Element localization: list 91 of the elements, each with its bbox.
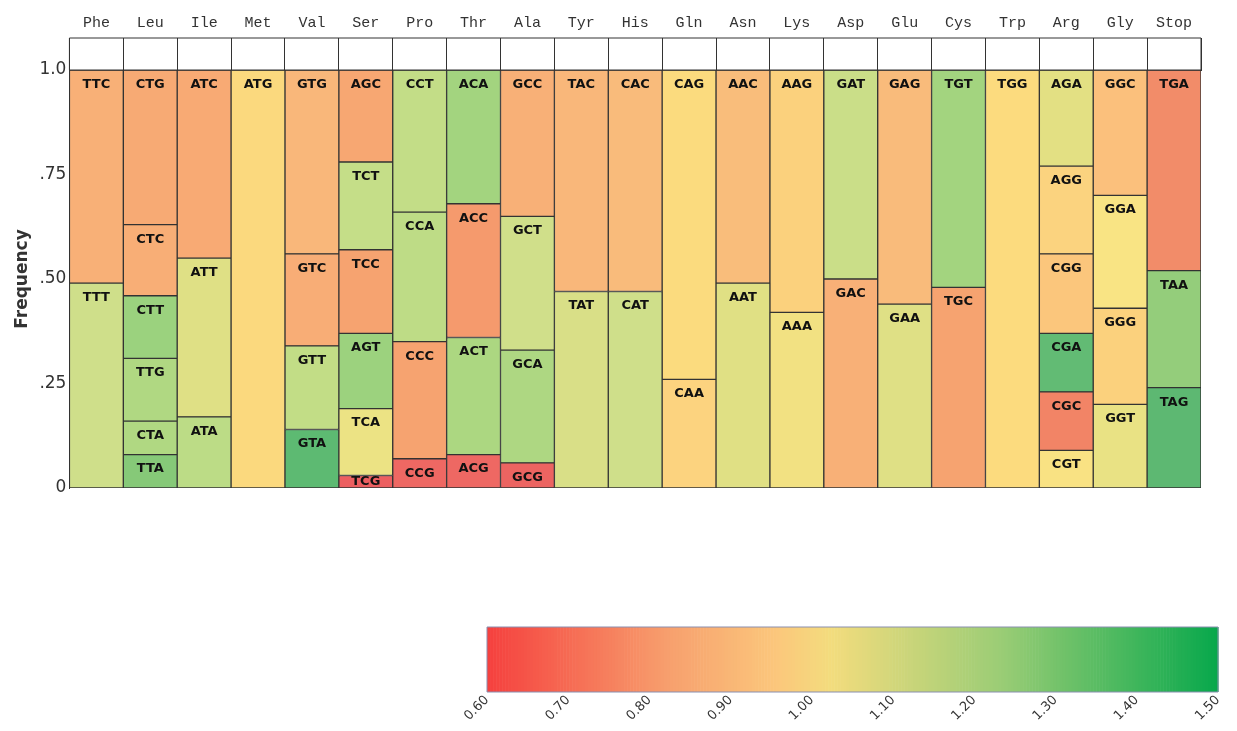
x-tick-label: His	[621, 14, 649, 32]
y-tick-label: 1.0	[39, 58, 67, 79]
data-label: TCT	[352, 167, 380, 183]
data-label: AGA	[1050, 75, 1082, 91]
data-label: TAT	[568, 297, 595, 313]
data-label: ACA	[458, 75, 489, 91]
data-label: TTA	[136, 460, 164, 476]
x-tick-label: Phe	[82, 14, 110, 32]
data-label: CTA	[136, 426, 164, 442]
data-label: GTA	[297, 435, 327, 451]
x-tick-label: Asn	[729, 14, 757, 32]
data-label: GCC	[512, 75, 543, 91]
y-tick-label: .75	[39, 162, 67, 183]
x-tick-label: Tyr	[567, 14, 595, 32]
x-tick-label: Stop	[1156, 14, 1193, 32]
y-tick-label: 0	[55, 476, 67, 497]
data-label: CGT	[1051, 456, 1081, 472]
data-label: AGG	[1050, 172, 1082, 188]
data-label: GGA	[1104, 201, 1136, 217]
data-label: TGA	[1159, 75, 1189, 91]
x-tick-label: Arg	[1052, 14, 1080, 32]
data-label: CTT	[136, 301, 165, 317]
data-label: CCA	[405, 217, 435, 233]
data-label: TTC	[82, 75, 111, 91]
y-tick-label: .50	[39, 267, 67, 288]
data-label: AAA	[781, 318, 812, 334]
data-label: GAT	[836, 75, 866, 91]
x-tick-label: Leu	[136, 14, 164, 32]
data-label: AAT	[728, 289, 758, 305]
data-label: TTT	[82, 289, 111, 305]
data-label: CAG	[673, 75, 705, 91]
data-label: CTG	[135, 75, 165, 91]
data-label: GTT	[297, 351, 327, 367]
data-label: TGT	[944, 75, 973, 91]
data-label: ATG	[243, 75, 273, 91]
data-label: CGA	[1051, 339, 1082, 355]
data-label: TCG	[351, 472, 381, 488]
data-label: AGT	[351, 339, 381, 355]
data-label: GTC	[297, 259, 327, 275]
data-label: TCA	[351, 414, 381, 430]
data-label: TAG	[1159, 393, 1189, 409]
data-label: TAA	[1160, 276, 1189, 292]
data-label: GGT	[1105, 410, 1136, 426]
data-label: GCA	[512, 355, 543, 371]
data-label: CCG	[404, 464, 435, 480]
data-label: CCC	[405, 347, 434, 363]
data-label: CGG	[1050, 259, 1082, 275]
data-label: ACG	[458, 460, 489, 476]
x-tick-label: Lys	[783, 14, 811, 32]
x-tick-label: Val	[298, 14, 326, 32]
x-tick-label: Glu	[891, 14, 919, 32]
data-label: CAA	[674, 385, 704, 401]
x-tick-label: Pro	[406, 14, 434, 32]
data-label: CAC	[620, 75, 650, 91]
data-label: GAA	[889, 309, 921, 325]
data-label: AGC	[350, 75, 381, 91]
data-label: TGG	[997, 75, 1028, 91]
data-label: GAG	[888, 75, 921, 91]
x-tick-label: Trp	[998, 14, 1026, 32]
data-label: GGG	[1104, 314, 1137, 330]
data-label: GCT	[512, 222, 543, 238]
x-tick-label: Ser	[352, 14, 380, 32]
data-label: CGC	[1051, 397, 1082, 413]
data-label: ATC	[190, 75, 218, 91]
x-tick-label: Cys	[945, 14, 973, 32]
data-label: TCC	[351, 255, 380, 271]
x-tick-label: Gln	[675, 14, 703, 32]
data-label: ATT	[190, 263, 218, 279]
x-tick-label: Gly	[1106, 14, 1134, 32]
data-label: ATA	[190, 422, 218, 438]
data-label: TTG	[135, 364, 165, 380]
data-label: AAC	[728, 75, 758, 91]
y-tick-label: .25	[39, 371, 67, 392]
y-axis-title: Frequency	[10, 229, 31, 329]
data-label: ACT	[459, 343, 488, 359]
data-label: CCT	[405, 75, 434, 91]
data-label: GAC	[835, 284, 866, 300]
x-tick-label: Ala	[513, 14, 541, 32]
x-tick-label: Thr	[460, 14, 488, 32]
data-label: CTC	[136, 230, 165, 246]
x-tick-label: Met	[244, 14, 272, 32]
data-label: GCG	[512, 468, 543, 484]
x-tick-label: Asp	[837, 14, 865, 32]
data-label: AAG	[781, 75, 813, 91]
x-tick-label: Ile	[190, 14, 218, 32]
data-label: TGC	[943, 293, 974, 309]
data-label: GTG	[296, 75, 327, 91]
data-label: ACC	[458, 209, 489, 225]
data-label: CAT	[621, 297, 650, 313]
data-label: GGC	[1104, 75, 1136, 91]
data-label: TAC	[567, 75, 596, 91]
